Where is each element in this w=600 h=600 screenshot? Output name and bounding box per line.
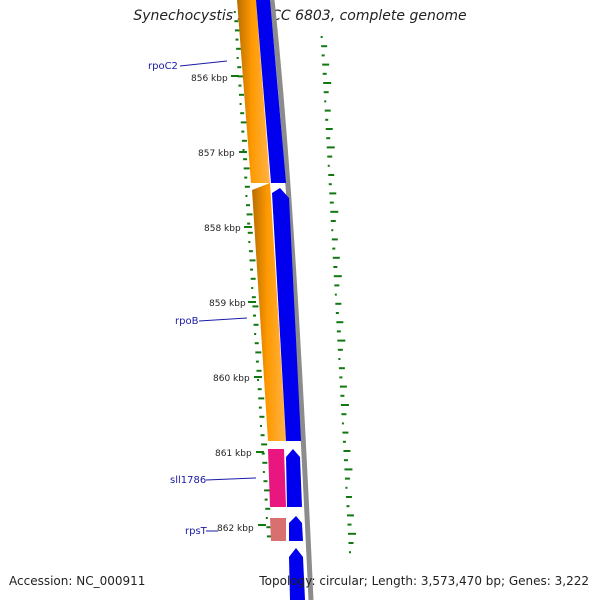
cds-1[interactable] bbox=[256, 0, 286, 183]
cds-3[interactable] bbox=[286, 449, 302, 507]
genome-summary: Topology: circular; Length: 3,573,470 bp… bbox=[259, 574, 589, 588]
tick-label: 859 kbp bbox=[209, 299, 246, 309]
tick-label: 862 kbp bbox=[217, 524, 254, 534]
cds-2[interactable] bbox=[272, 188, 301, 441]
gene-label-text: rpoB bbox=[175, 316, 199, 327]
tick-label: 860 kbp bbox=[213, 374, 250, 384]
tick-label: 857 kbp bbox=[198, 149, 235, 159]
gene-label-rpoC2[interactable]: rpoC2 bbox=[148, 60, 228, 72]
cds-4[interactable] bbox=[289, 516, 303, 541]
gene-label-rpoB[interactable]: rpoB bbox=[175, 316, 248, 327]
map-title: Synechocystis sp. PCC 6803, complete gen… bbox=[133, 8, 467, 24]
gene-sll1786[interactable] bbox=[268, 449, 286, 507]
gene-label-text: rpsT bbox=[185, 526, 208, 537]
gc-track-left bbox=[233, 11, 273, 538]
gc-track-right bbox=[320, 36, 356, 554]
accession-text: Accession: NC_000911 bbox=[9, 574, 146, 588]
tick-marks: 856 kbp 857 kbp 858 kbp 859 kbp 860 kbp … bbox=[191, 74, 266, 534]
tick-label: 856 kbp bbox=[191, 74, 228, 84]
gene-label-rpsT[interactable]: rpsT bbox=[185, 526, 218, 537]
tick-label: 858 kbp bbox=[204, 224, 241, 234]
gene-rpsT[interactable] bbox=[270, 518, 286, 541]
gene-label-text: sll1786 bbox=[170, 475, 206, 486]
gene-rpoB[interactable] bbox=[252, 183, 286, 441]
gene-label-text: rpoC2 bbox=[148, 61, 178, 72]
gene-label-sll1786[interactable]: sll1786 bbox=[170, 475, 257, 486]
tick-label: 861 kbp bbox=[215, 449, 252, 459]
gene-rpoC2[interactable] bbox=[237, 0, 270, 183]
genome-backbone bbox=[269, 0, 314, 600]
cds-5[interactable] bbox=[289, 548, 305, 600]
